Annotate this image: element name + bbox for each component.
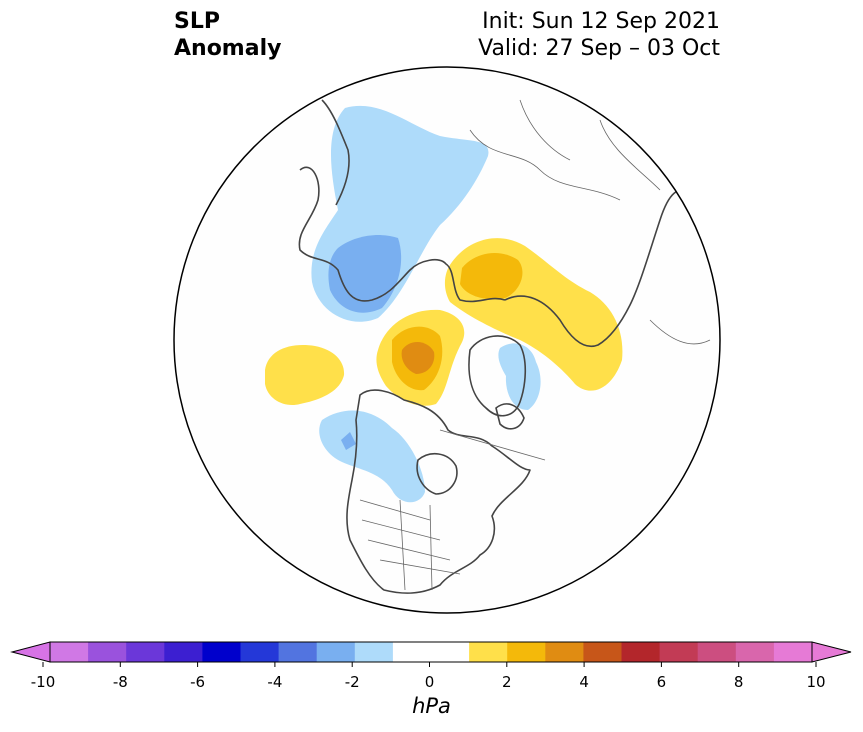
neg-anomaly-pacific-core <box>341 432 356 450</box>
colorbar-bin <box>697 642 737 662</box>
colorbar-frame <box>49 641 813 663</box>
hudson-bay-coast <box>416 453 458 495</box>
colorbar-tick-label: 10 <box>806 673 825 691</box>
colorbar-bin <box>545 642 584 662</box>
colorbar-unit: hPa <box>412 694 451 718</box>
title-line-1: SLP <box>174 9 220 34</box>
country-border-5 <box>649 319 711 345</box>
colorbar-bin <box>240 642 280 662</box>
colorbar-tick-label: 8 <box>734 673 744 691</box>
colorbar-bin <box>164 642 203 662</box>
europe-coast <box>298 166 506 303</box>
greenland-coast <box>468 335 527 417</box>
country-border-2 <box>519 99 571 161</box>
country-border-4 <box>439 429 546 461</box>
colorbar-tick-label: -2 <box>345 673 360 691</box>
scandinavia-coast <box>321 99 350 206</box>
colorbar-bin <box>354 642 394 662</box>
colorbar-bin <box>507 642 546 662</box>
neg-anomaly-siberia <box>498 343 541 410</box>
colorbar-bin <box>126 642 165 662</box>
colorbar-bin <box>659 642 699 662</box>
init-date: Init: Sun 12 Sep 2021 <box>482 9 720 34</box>
colorbar-bin <box>316 642 356 662</box>
pos-anomaly-bering <box>265 345 345 406</box>
country-border-1 <box>469 129 621 201</box>
colorbar-ticks: -10 -8 -6 -4 -2 0 2 4 6 8 10 <box>31 662 826 691</box>
borders <box>359 99 711 591</box>
state-borders-1 <box>359 499 461 591</box>
colorbar-tick-label: -8 <box>113 673 128 691</box>
polar-map <box>173 66 721 614</box>
colorbar-tick-label: -6 <box>190 673 205 691</box>
colorbar-tick-label: -4 <box>267 673 282 691</box>
colorbar-bin <box>88 642 127 662</box>
anomaly-shading <box>265 99 711 594</box>
colorbar-bin <box>621 642 661 662</box>
title-line-2: Anomaly <box>174 36 282 61</box>
colorbar-bin <box>773 642 813 662</box>
asia-coast <box>504 189 691 347</box>
colorbar-bin <box>583 642 622 662</box>
colorbar-bin <box>431 642 470 662</box>
north-america-coast <box>346 389 531 594</box>
colorbar-bin <box>278 642 318 662</box>
valid-range: Valid: 27 Sep – 03 Oct <box>478 36 720 61</box>
pos-anomaly-eurasia-core <box>460 253 523 300</box>
colorbar-tick-label: -10 <box>31 673 56 691</box>
colorbar-bin <box>735 642 775 662</box>
colorbar-bin <box>202 642 241 662</box>
map-title: SLP Anomaly <box>174 8 281 62</box>
neg-anomaly-atlantic-core <box>328 235 402 313</box>
colorbar-tick-label: 6 <box>657 673 667 691</box>
colorbar-tick-label: 2 <box>502 673 512 691</box>
colorbar: -10 -8 -6 -4 -2 0 2 4 6 8 10 <box>10 641 852 691</box>
neg-anomaly-pacific <box>319 410 425 503</box>
country-border-3 <box>599 119 661 191</box>
colorbar-extend-low <box>10 641 51 663</box>
kamchatka-coast <box>495 403 525 430</box>
colorbar-bin <box>469 642 508 662</box>
colorbar-bin <box>50 642 89 662</box>
pos-anomaly-arctic-core <box>401 341 435 374</box>
coastlines <box>298 99 691 594</box>
colorbar-tick-label: 0 <box>425 673 435 691</box>
colorbar-tick-label: 4 <box>579 673 589 691</box>
colorbar-bin <box>392 642 432 662</box>
globe-boundary <box>173 66 721 614</box>
forecast-info: Init: Sun 12 Sep 2021 Valid: 27 Sep – 03… <box>478 8 720 62</box>
colorbar-extend-high <box>811 641 852 663</box>
colorbar-boxes <box>10 641 852 663</box>
